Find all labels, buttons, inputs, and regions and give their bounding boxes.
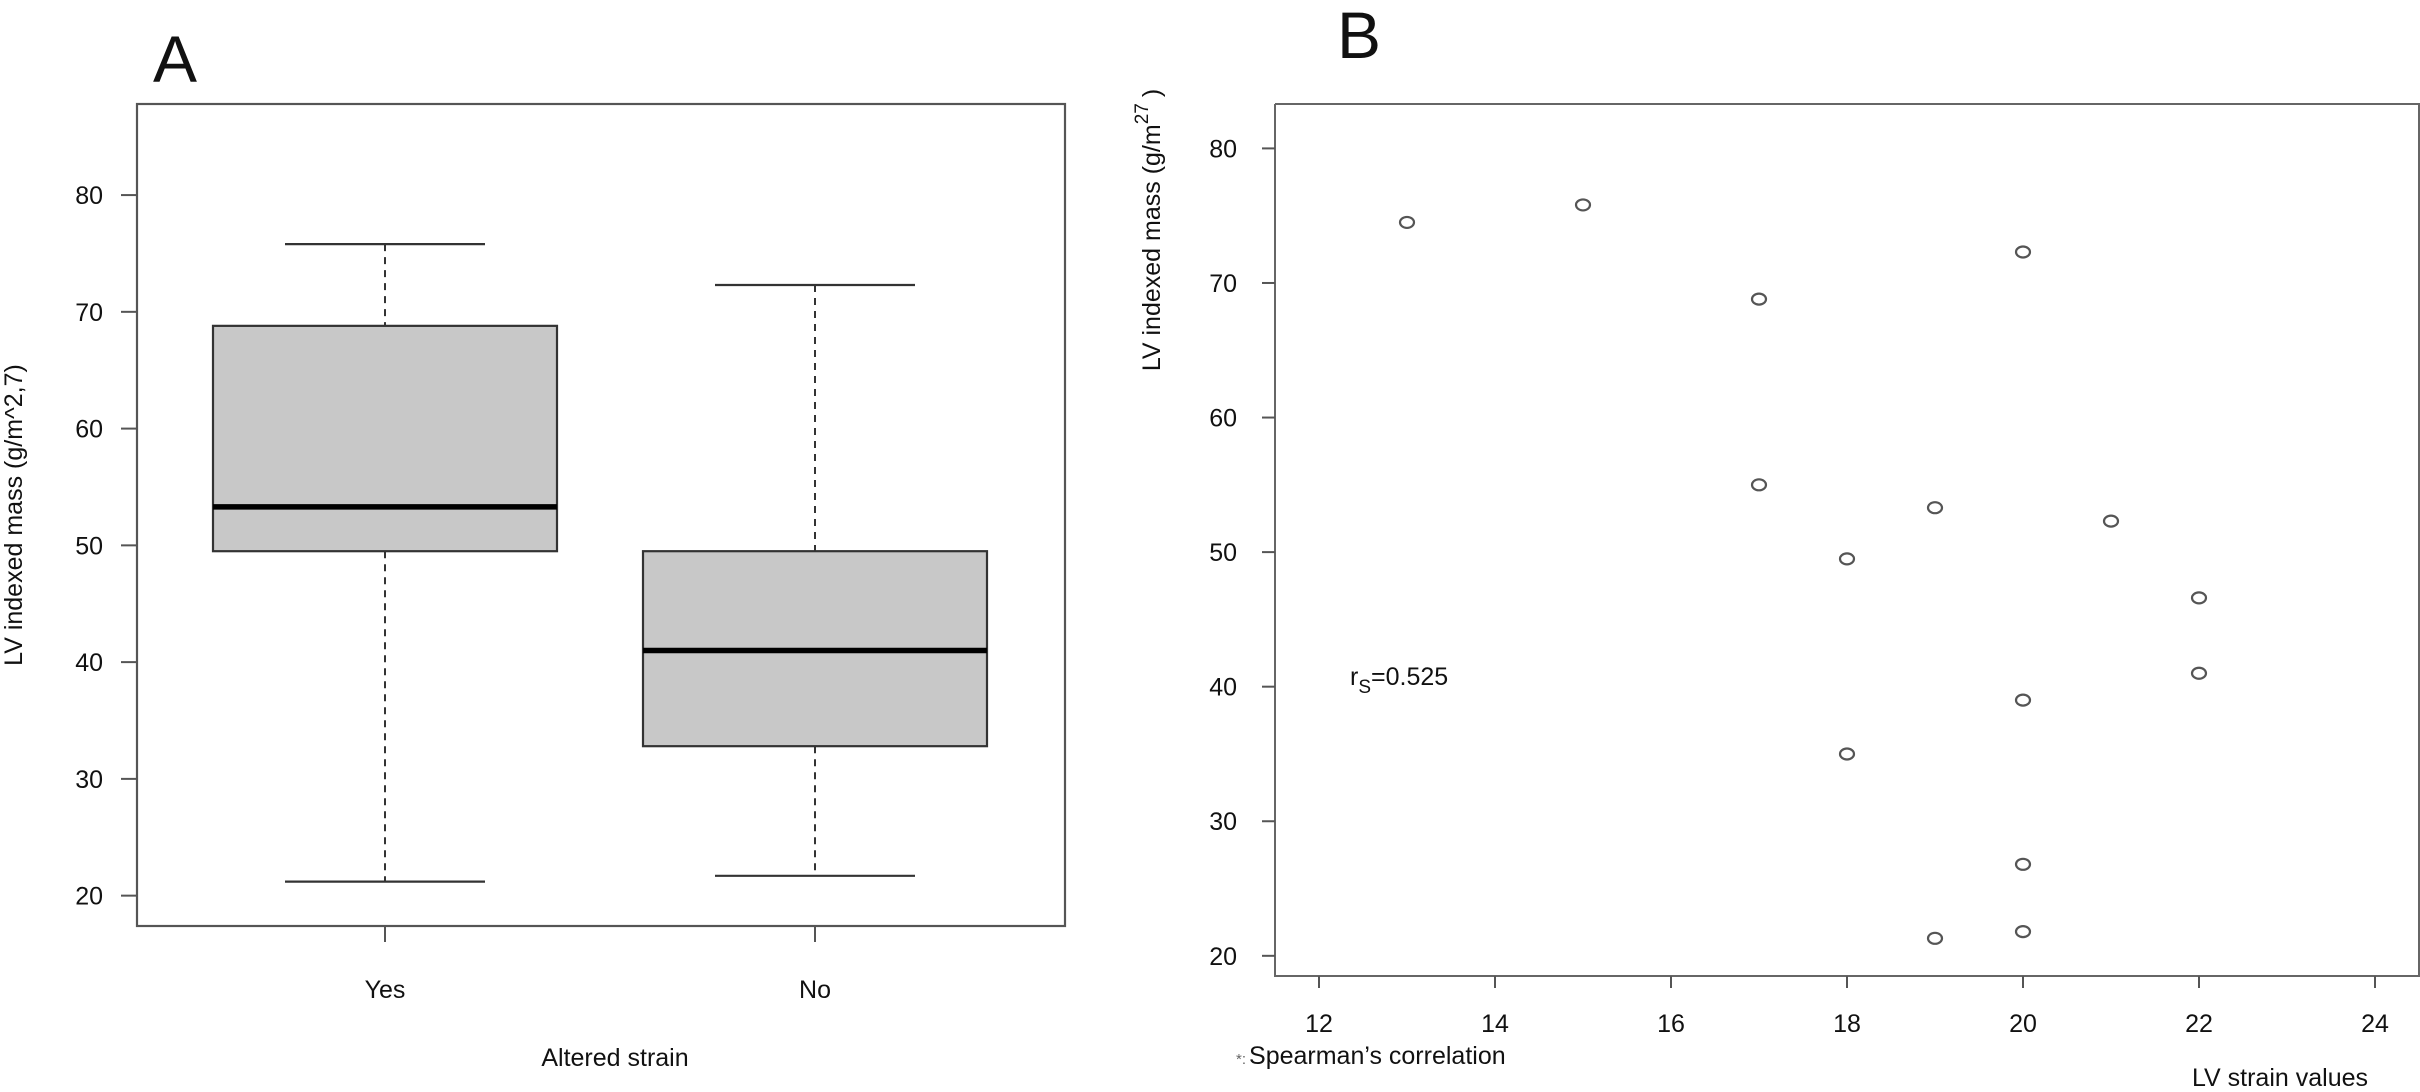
scatter-point [2102,514,2120,528]
panel-a-boxes [211,243,989,883]
panel-b-letter: B [1337,0,1381,72]
correlation-subscript: S [1358,677,1371,698]
panel-a-x-axis-title: Altered strain [541,1044,688,1072]
b-x-tick-label: 14 [1481,1010,1509,1038]
a-y-tick-label: 60 [75,416,103,444]
panel-a-letter: A [153,22,197,96]
scatter-point [2014,693,2032,707]
b-y-tick-label: 60 [1209,405,1237,433]
b-y-tick-label: 70 [1209,270,1237,298]
a-y-tick-label: 20 [75,883,103,911]
b-x-tick-label: 18 [1833,1010,1861,1038]
b-y-tick-label: 30 [1209,808,1237,836]
box-iqr [211,324,559,553]
footnote-text: Spearman’s correlation [1249,1042,1506,1070]
scatter-point [1838,747,1856,761]
correlation-symbol: r [1350,663,1358,691]
b-y-tick-label: 20 [1209,943,1237,971]
scatter-point [1398,215,1416,230]
b-x-tick-label: 22 [2185,1010,2213,1038]
scatter-point [1926,501,1944,515]
a-x-tick-label: No [799,976,831,1004]
correlation-annotation: rS=0.525 [1350,663,1448,698]
panel-b-x-axis-title: LV strain values [2192,1064,2368,1092]
b-x-tick-label: 20 [2009,1010,2037,1038]
scatter-point [1838,552,1856,566]
panel-b-y-axis: 20 30 40 50 60 70 80 [1209,135,1275,971]
panel-b-plot-frame [1274,103,2420,977]
panel-b-y-axis-title-main: LV indexed mass (g/m [1138,124,1166,371]
panel-a: A 20 30 40 50 60 70 80 Yes No Altered strain LV… [0,22,1067,1072]
b-y-tick-label: 50 [1209,539,1237,567]
scatter-point [1750,292,1768,306]
panel-b-x-axis: 12 14 16 18 20 22 24 [1305,976,2389,1038]
b-x-tick-label: 24 [2361,1010,2389,1038]
panel-b-points [1398,198,2208,945]
panel-a-x-axis: Yes No [365,926,831,1004]
panel-a-y-axis-title: LV indexed mass (g/m^2,7) [0,364,28,666]
correlation-value: =0.525 [1371,663,1448,691]
b-x-tick-label: 12 [1305,1010,1333,1038]
panel-a-plot-frame [135,102,1067,928]
footnote-marker: *: [1236,1051,1246,1068]
b-y-tick-label: 80 [1209,135,1237,163]
a-y-tick-label: 50 [75,532,103,560]
b-y-tick-label: 40 [1209,674,1237,702]
scatter-point [2190,591,2208,605]
panel-b: B 20 30 40 50 60 70 80 12 14 16 18 20 22 24 LV index… [1132,0,2420,1092]
a-y-tick-label: 70 [75,299,103,327]
a-y-tick-label: 40 [75,649,103,677]
scatter-point [2014,245,2032,259]
scatter-point [2014,857,2032,871]
scatter-point [1926,931,1944,945]
panel-a-y-axis: 20 30 40 50 60 70 80 [75,182,137,911]
scatter-point [2014,924,2032,939]
scatter-point [1750,478,1768,492]
footnote: *: Spearman’s correlation [1236,1042,1506,1070]
a-y-tick-label: 80 [75,182,103,210]
b-x-tick-label: 16 [1657,1010,1685,1038]
scatter-point [1574,198,1592,212]
panel-b-y-axis-title-close: ) [1138,89,1166,97]
a-y-tick-label: 30 [75,766,103,794]
panel-b-y-axis-title-sup: 27 [1132,103,1153,124]
a-x-tick-label: Yes [365,976,406,1004]
panel-b-y-axis-title: LV indexed mass (g/m27) [1132,89,1166,371]
scatter-point [2190,666,2208,680]
